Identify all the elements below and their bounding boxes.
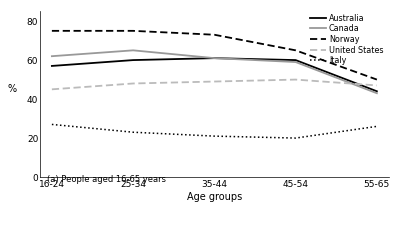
Canada	[374, 92, 379, 95]
Italy	[212, 135, 217, 138]
Norway	[131, 30, 135, 32]
Canada	[131, 49, 135, 52]
United States	[374, 84, 379, 87]
United States	[50, 88, 54, 91]
Canada	[293, 61, 298, 63]
Legend: Australia, Canada, Norway, United States, Italy: Australia, Canada, Norway, United States…	[308, 12, 385, 67]
Line: Norway: Norway	[52, 31, 377, 80]
Canada	[212, 57, 217, 59]
United States	[212, 80, 217, 83]
Line: Australia: Australia	[52, 58, 377, 91]
United States	[293, 78, 298, 81]
Italy	[374, 125, 379, 128]
Italy	[50, 123, 54, 126]
Norway	[374, 78, 379, 81]
Text: (a) People aged 16-65 years: (a) People aged 16-65 years	[47, 175, 166, 184]
Canada	[50, 55, 54, 58]
Italy	[131, 131, 135, 133]
Y-axis label: %: %	[7, 84, 16, 94]
Australia	[293, 59, 298, 62]
Australia	[374, 90, 379, 93]
Australia	[212, 57, 217, 59]
Australia	[50, 64, 54, 67]
Italy	[293, 137, 298, 139]
Australia	[131, 59, 135, 62]
United States	[131, 82, 135, 85]
Norway	[50, 30, 54, 32]
Norway	[212, 33, 217, 36]
Line: United States: United States	[52, 80, 377, 89]
Line: Italy: Italy	[52, 124, 377, 138]
Line: Canada: Canada	[52, 50, 377, 93]
Norway	[293, 49, 298, 52]
X-axis label: Age groups: Age groups	[187, 192, 242, 202]
